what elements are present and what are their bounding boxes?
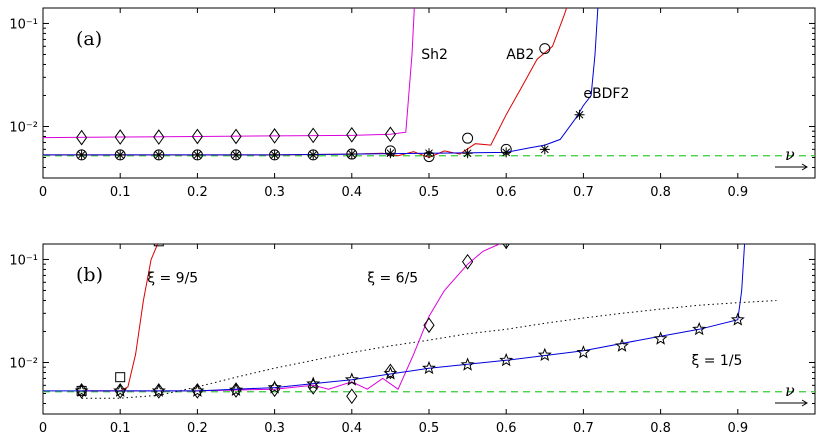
series-line <box>43 8 415 139</box>
series-annotation: AB2 <box>506 47 534 63</box>
series-marker <box>461 253 474 270</box>
series-marker <box>346 126 358 143</box>
x-tick-label: 0.9 <box>727 421 748 436</box>
x-tick-label: 0.7 <box>573 421 594 436</box>
series-marker <box>192 149 203 160</box>
panel-a: 0 0.1 0.2 0.3 0.4 0.5 0.6 0.7 0.8 0.9 10⁻² 10⁻¹ Sh2 A… <box>9 7 816 200</box>
series-marker <box>228 382 244 397</box>
series-marker <box>462 148 473 159</box>
x-tick-label: 0.1 <box>110 185 131 200</box>
plot-area <box>43 244 815 405</box>
series-marker <box>424 148 434 159</box>
series-marker <box>537 347 552 362</box>
series-marker <box>501 147 512 158</box>
series-marker <box>115 372 126 383</box>
series-marker <box>539 43 551 55</box>
series-line <box>43 8 599 156</box>
series-annotation: eBDF2 <box>583 86 629 102</box>
series-line <box>81 244 500 392</box>
series-marker <box>267 380 282 394</box>
series-marker <box>346 149 357 160</box>
series-marker <box>269 149 280 160</box>
panel-label: (a) <box>76 28 102 50</box>
x-tick-label: 0.1 <box>110 421 131 436</box>
x-tick-label: 0.5 <box>419 421 440 436</box>
x-tick-label: 0.8 <box>650 185 671 200</box>
series-marker <box>539 144 550 155</box>
plot-area <box>43 8 815 163</box>
series-annotation: Sh2 <box>421 47 448 63</box>
x-tick-label: 0.5 <box>419 185 440 200</box>
series-marker <box>499 352 514 367</box>
series-marker <box>191 128 204 145</box>
series-marker <box>421 360 437 375</box>
series-marker <box>730 312 745 326</box>
x-tick-label: 0.2 <box>187 421 208 436</box>
x-tick-label: 0.8 <box>650 421 671 436</box>
series-marker <box>346 388 358 405</box>
series-marker <box>692 321 707 336</box>
series-marker <box>344 372 359 386</box>
panel-label: (b) <box>76 264 103 286</box>
x-axis-label: ν <box>785 145 795 164</box>
series-marker <box>230 128 242 145</box>
series-marker <box>113 383 128 397</box>
x-tick-label: 0.4 <box>341 185 362 200</box>
series-annotation: ξ = 6/5 <box>367 270 418 286</box>
x-tick-label: 0.9 <box>727 185 748 200</box>
series-marker <box>383 366 398 380</box>
series-line <box>43 244 746 392</box>
series-marker <box>114 129 126 145</box>
panel-b: 0 0.1 0.2 0.3 0.4 0.5 0.6 0.7 0.8 0.9 10⁻² 10⁻¹ ξ = … <box>9 243 816 436</box>
y-tick-label: 10⁻¹ <box>9 17 38 32</box>
x-tick-label: 0.2 <box>187 185 208 200</box>
x-axis-arrow <box>775 163 808 171</box>
series-marker <box>76 149 87 160</box>
x-axis-label: ν <box>785 381 795 400</box>
series-marker <box>153 149 164 160</box>
x-tick-label: 0.6 <box>496 185 517 200</box>
series-marker <box>268 128 281 144</box>
series-marker <box>423 317 435 334</box>
x-tick-label: 0 <box>39 185 47 200</box>
series-marker <box>460 357 475 371</box>
series-marker <box>385 148 396 159</box>
series-marker <box>306 376 321 390</box>
series-marker <box>462 132 474 144</box>
series-marker <box>153 129 165 145</box>
series-marker <box>75 129 88 146</box>
series-annotation: ξ = 1/5 <box>691 353 742 369</box>
x-tick-label: 0.3 <box>264 421 285 436</box>
series-annotation: ξ = 9/5 <box>147 270 198 286</box>
series-marker <box>574 109 585 120</box>
y-tick-label: 10⁻² <box>9 356 38 371</box>
x-tick-label: 0.3 <box>264 185 285 200</box>
series-marker <box>384 126 397 143</box>
series-marker <box>231 149 241 160</box>
series-marker <box>502 244 510 250</box>
x-axis-arrow <box>775 399 808 407</box>
series-marker <box>115 149 126 160</box>
series-marker <box>384 363 397 380</box>
series-marker <box>153 244 164 247</box>
series-marker <box>190 383 205 397</box>
series-marker <box>151 383 166 397</box>
x-tick-label: 0.6 <box>496 421 517 436</box>
series-marker <box>653 331 668 345</box>
y-tick-label: 10⁻¹ <box>9 253 38 268</box>
x-tick-label: 0.4 <box>341 421 362 436</box>
series-line <box>43 8 568 159</box>
series-marker <box>576 345 591 359</box>
series-marker <box>614 338 630 352</box>
series-marker <box>308 149 319 160</box>
y-tick-label: 10⁻² <box>9 120 38 135</box>
x-tick-label: 0.7 <box>573 185 594 200</box>
series-marker <box>307 127 319 144</box>
series-marker <box>74 383 89 397</box>
dotted-reference-curve <box>81 300 777 399</box>
x-tick-label: 0 <box>39 421 47 436</box>
